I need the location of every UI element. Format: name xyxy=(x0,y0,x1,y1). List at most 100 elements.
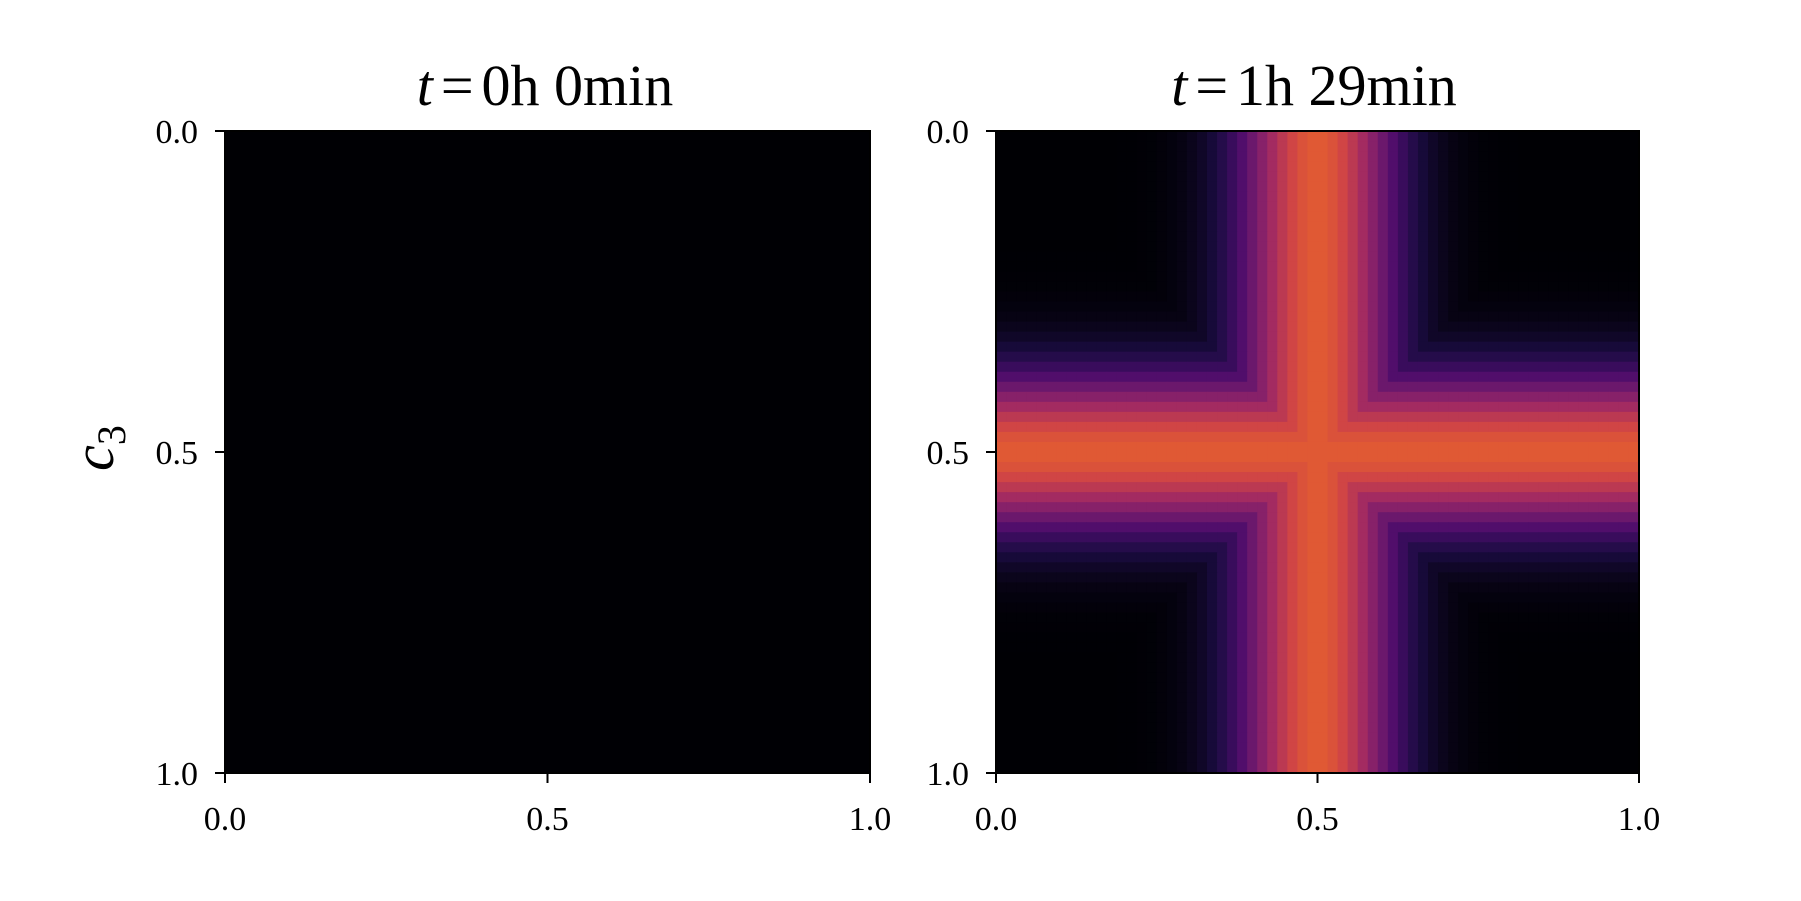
heatmap-cell xyxy=(275,331,287,343)
heatmap-cell xyxy=(587,221,599,232)
heatmap-cell xyxy=(1036,141,1047,152)
heatmap-cell xyxy=(356,712,367,724)
heatmap-cell xyxy=(859,522,871,533)
heatmap-cell xyxy=(476,161,488,172)
heatmap-cell xyxy=(1397,241,1409,252)
heatmap-cell xyxy=(345,532,357,543)
heatmap-cell xyxy=(335,682,347,694)
heatmap-cell xyxy=(1508,241,1520,252)
heatmap-cell xyxy=(799,642,811,654)
heatmap-cell xyxy=(1508,201,1520,212)
heatmap-cell xyxy=(335,592,347,604)
heatmap-cell xyxy=(557,742,569,754)
heatmap-cell xyxy=(416,742,428,754)
heatmap-cell xyxy=(265,321,276,333)
heatmap-cell xyxy=(688,331,700,343)
heatmap-cell xyxy=(1106,231,1118,242)
heatmap-cell xyxy=(819,622,831,634)
heatmap-cell xyxy=(295,401,307,413)
heatmap-cell xyxy=(416,291,428,303)
heatmap-cell xyxy=(366,692,377,704)
heatmap-cell xyxy=(436,762,448,774)
heatmap-cell xyxy=(436,151,448,162)
heatmap-cell xyxy=(859,612,871,624)
heatmap-cell xyxy=(1458,131,1469,142)
heatmap-cell xyxy=(1196,141,1208,152)
heatmap-cell xyxy=(547,512,559,523)
heatmap-cell xyxy=(557,612,569,624)
heatmap-cell xyxy=(537,361,549,373)
heatmap-cell xyxy=(688,221,700,232)
heatmap-cell xyxy=(749,522,760,533)
heatmap-cell xyxy=(1397,141,1409,152)
heatmap-cell xyxy=(698,612,710,624)
heatmap-cell xyxy=(547,752,559,764)
heatmap-cell xyxy=(416,582,428,594)
heatmap-cell xyxy=(466,261,478,273)
heatmap-cell xyxy=(648,331,659,343)
heatmap-cell xyxy=(769,221,780,232)
heatmap-cell xyxy=(1247,241,1258,252)
heatmap-cell xyxy=(839,211,851,222)
heatmap-cell xyxy=(678,552,690,563)
heatmap-cell xyxy=(345,482,357,493)
heatmap-cell xyxy=(356,411,367,423)
heatmap-cell xyxy=(769,441,780,453)
heatmap-cell xyxy=(285,441,297,453)
heatmap-cell xyxy=(497,161,508,172)
heatmap-cell xyxy=(386,371,397,383)
heatmap-cell xyxy=(1277,171,1288,182)
heatmap-cell xyxy=(1568,171,1580,182)
heatmap-cell xyxy=(996,231,1007,242)
heatmap-cell xyxy=(1478,211,1489,222)
heatmap-cell xyxy=(1277,181,1288,192)
heatmap-cell xyxy=(678,732,690,744)
heatmap-cell xyxy=(849,472,861,483)
heatmap-cell xyxy=(638,572,649,584)
heatmap-cell xyxy=(839,381,851,393)
heatmap-cell xyxy=(557,562,569,573)
heatmap-cell xyxy=(426,532,438,543)
heatmap-cell xyxy=(527,401,539,413)
heatmap-cell xyxy=(426,522,438,533)
heatmap-cell xyxy=(819,431,831,443)
heatmap-cell xyxy=(315,371,327,383)
heatmap-cell xyxy=(305,522,317,533)
heatmap-cell xyxy=(819,381,831,393)
heatmap-cell xyxy=(507,662,518,674)
heatmap-cell xyxy=(628,251,639,263)
heatmap-cell xyxy=(769,642,780,654)
heatmap-cell xyxy=(1608,141,1620,152)
heatmap-cell xyxy=(618,141,629,152)
heatmap-cell xyxy=(557,211,569,222)
heatmap-cell xyxy=(547,261,559,273)
heatmap-cell xyxy=(356,341,367,353)
heatmap-cell xyxy=(1046,131,1057,142)
heatmap-cell xyxy=(779,682,790,694)
heatmap-cell xyxy=(648,341,659,353)
heatmap-cell xyxy=(476,652,488,664)
heatmap-cell xyxy=(426,311,438,323)
heatmap-cell xyxy=(557,602,569,614)
heatmap-cell xyxy=(325,582,337,594)
heatmap-cell xyxy=(1327,131,1339,142)
heatmap-cell xyxy=(738,752,750,764)
heatmap-cell xyxy=(1498,131,1509,142)
heatmap-cell xyxy=(275,762,287,774)
heatmap-cell xyxy=(265,602,276,614)
heatmap-cell xyxy=(295,241,307,252)
heatmap-cell xyxy=(547,492,559,503)
heatmap-cell xyxy=(819,492,831,503)
heatmap-cell xyxy=(1156,251,1168,263)
heatmap-cell xyxy=(265,161,276,172)
heatmap-cell xyxy=(366,341,377,353)
heatmap-cell xyxy=(1186,201,1198,212)
heatmap-cell xyxy=(738,291,750,303)
heatmap-cell xyxy=(305,341,317,353)
heatmap-cell xyxy=(1186,161,1198,172)
heatmap-cell xyxy=(849,592,861,604)
heatmap-cell xyxy=(376,291,387,303)
heatmap-cell xyxy=(456,331,468,343)
heatmap-cell xyxy=(759,361,770,373)
heatmap-cell xyxy=(1377,261,1389,273)
